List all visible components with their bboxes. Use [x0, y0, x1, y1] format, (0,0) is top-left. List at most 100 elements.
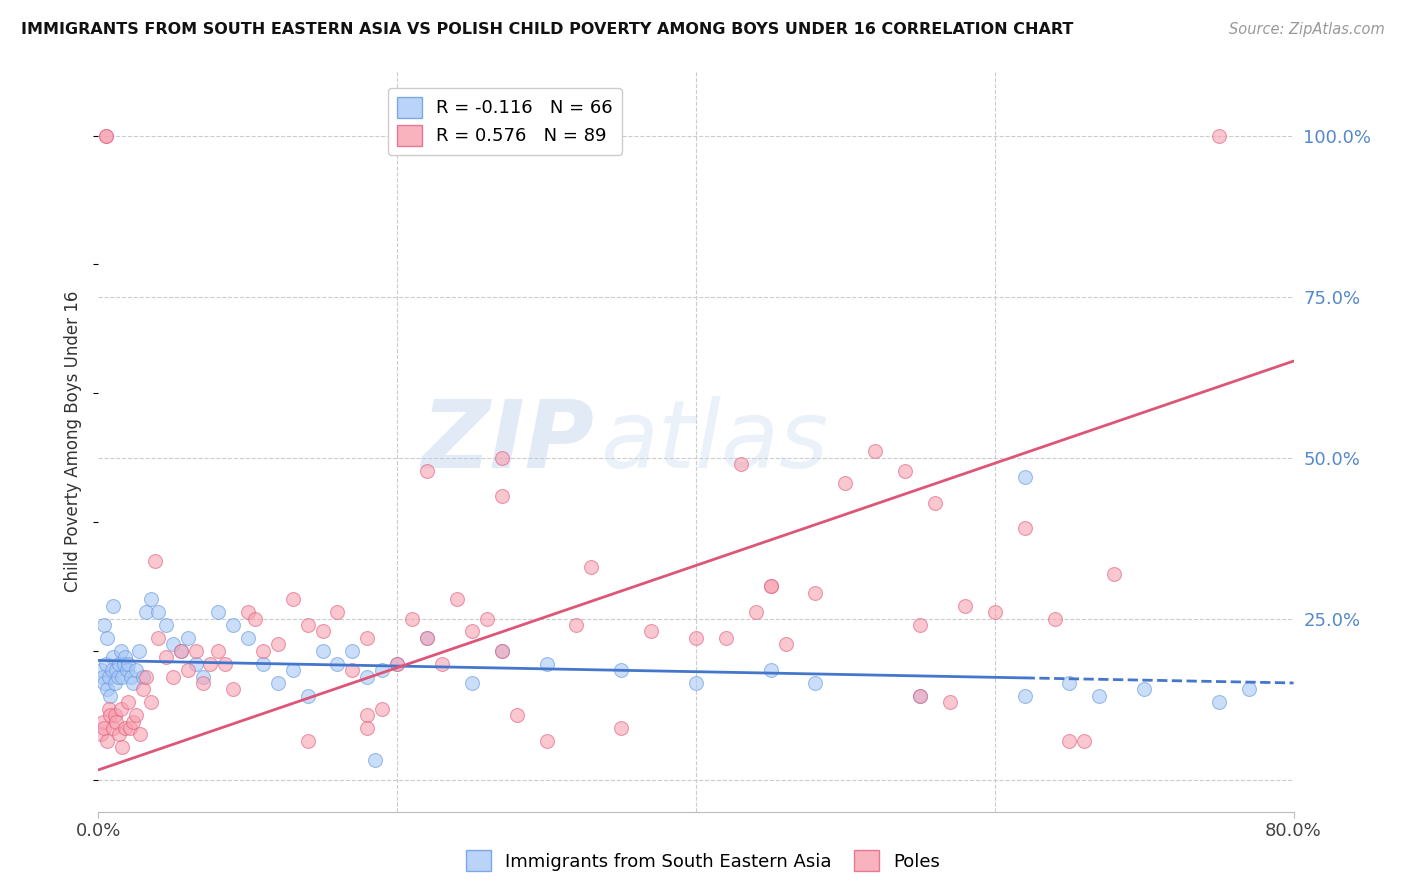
- Point: [93, 721, 115, 735]
- Point: [804, 586, 827, 600]
- Point: [297, 689, 319, 703]
- Point: [245, 611, 267, 625]
- Point: [236, 631, 259, 645]
- Point: [311, 624, 333, 639]
- Point: [94, 657, 117, 671]
- Point: [356, 708, 378, 723]
- Point: [252, 657, 274, 671]
- Legend: Immigrants from South Eastern Asia, Poles: Immigrants from South Eastern Asia, Pole…: [458, 843, 948, 879]
- Point: [117, 695, 139, 709]
- Point: [104, 708, 127, 723]
- Point: [1059, 734, 1081, 748]
- Point: [610, 663, 633, 677]
- Point: [177, 663, 200, 677]
- Point: [565, 618, 588, 632]
- Point: [148, 631, 170, 645]
- Point: [804, 676, 827, 690]
- Point: [491, 644, 513, 658]
- Point: [924, 496, 946, 510]
- Point: [207, 644, 229, 658]
- Point: [984, 605, 1007, 619]
- Point: [98, 689, 122, 703]
- Point: [132, 669, 155, 683]
- Point: [135, 669, 157, 683]
- Point: [908, 689, 931, 703]
- Point: [1088, 689, 1111, 703]
- Point: [461, 676, 484, 690]
- Point: [93, 676, 115, 690]
- Point: [129, 727, 152, 741]
- Point: [169, 644, 191, 658]
- Point: [97, 702, 120, 716]
- Point: [685, 631, 707, 645]
- Point: [148, 605, 170, 619]
- Point: [236, 605, 259, 619]
- Point: [96, 734, 118, 748]
- Point: [91, 669, 114, 683]
- Point: [267, 676, 290, 690]
- Point: [101, 663, 124, 677]
- Point: [162, 637, 184, 651]
- Point: [1014, 470, 1036, 484]
- Point: [111, 740, 134, 755]
- Point: [1073, 734, 1095, 748]
- Point: [155, 650, 177, 665]
- Point: [311, 644, 333, 658]
- Text: IMMIGRANTS FROM SOUTH EASTERN ASIA VS POLISH CHILD POVERTY AMONG BOYS UNDER 16 C: IMMIGRANTS FROM SOUTH EASTERN ASIA VS PO…: [21, 22, 1073, 37]
- Point: [94, 128, 117, 143]
- Point: [759, 579, 782, 593]
- Point: [90, 727, 112, 741]
- Point: [281, 592, 304, 607]
- Point: [118, 721, 141, 735]
- Point: [191, 669, 214, 683]
- Point: [1208, 695, 1230, 709]
- Point: [108, 657, 131, 671]
- Point: [610, 721, 633, 735]
- Legend: R = -0.116   N = 66, R = 0.576   N = 89: R = -0.116 N = 66, R = 0.576 N = 89: [388, 87, 621, 155]
- Point: [1104, 566, 1126, 581]
- Point: [759, 663, 782, 677]
- Point: [461, 624, 484, 639]
- Point: [416, 631, 439, 645]
- Point: [184, 644, 207, 658]
- Point: [222, 618, 245, 632]
- Point: [430, 657, 453, 671]
- Point: [184, 657, 207, 671]
- Point: [111, 669, 134, 683]
- Point: [342, 644, 364, 658]
- Point: [536, 657, 558, 671]
- Point: [364, 753, 387, 767]
- Point: [162, 669, 184, 683]
- Point: [581, 560, 603, 574]
- Point: [177, 631, 200, 645]
- Point: [953, 599, 976, 613]
- Point: [114, 721, 136, 735]
- Point: [297, 734, 319, 748]
- Point: [97, 669, 120, 683]
- Point: [371, 663, 394, 677]
- Point: [775, 637, 797, 651]
- Point: [117, 657, 139, 671]
- Point: [1043, 611, 1066, 625]
- Point: [297, 618, 319, 632]
- Point: [90, 663, 112, 677]
- Point: [475, 611, 498, 625]
- Point: [96, 682, 118, 697]
- Point: [214, 657, 236, 671]
- Point: [745, 605, 768, 619]
- Point: [105, 663, 128, 677]
- Point: [491, 489, 513, 503]
- Point: [105, 714, 128, 729]
- Point: [252, 644, 274, 658]
- Point: [1014, 521, 1036, 535]
- Point: [91, 714, 114, 729]
- Point: [281, 663, 304, 677]
- Point: [94, 128, 117, 143]
- Point: [96, 631, 118, 645]
- Point: [103, 650, 125, 665]
- Text: atlas: atlas: [600, 396, 828, 487]
- Point: [139, 695, 162, 709]
- Point: [371, 702, 394, 716]
- Point: [834, 476, 856, 491]
- Point: [326, 605, 349, 619]
